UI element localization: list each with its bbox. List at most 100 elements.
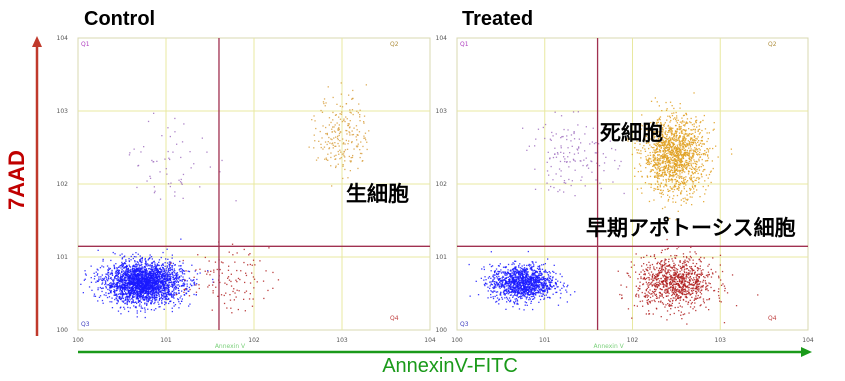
data-point bbox=[685, 300, 687, 303]
data-point bbox=[179, 297, 181, 299]
data-point bbox=[641, 265, 643, 267]
data-point bbox=[669, 313, 671, 316]
data-point bbox=[107, 288, 109, 291]
data-point bbox=[678, 264, 680, 266]
data-point bbox=[123, 306, 125, 308]
data-point bbox=[347, 124, 349, 127]
data-point bbox=[137, 301, 140, 303]
data-point bbox=[88, 286, 91, 288]
data-point bbox=[113, 282, 115, 284]
data-point bbox=[165, 283, 167, 285]
data-point bbox=[530, 285, 532, 287]
data-point bbox=[116, 279, 118, 281]
data-point bbox=[704, 280, 706, 282]
data-point bbox=[681, 318, 683, 320]
data-point bbox=[717, 291, 720, 293]
data-point bbox=[338, 129, 340, 131]
data-point bbox=[519, 277, 521, 279]
data-point bbox=[540, 281, 542, 283]
data-point bbox=[158, 294, 160, 296]
data-point bbox=[155, 308, 157, 310]
data-point bbox=[674, 257, 677, 259]
data-point bbox=[129, 286, 131, 288]
data-point bbox=[124, 288, 126, 290]
data-point bbox=[503, 293, 505, 295]
data-point bbox=[160, 271, 162, 273]
data-point bbox=[181, 270, 183, 272]
data-point bbox=[121, 293, 123, 295]
data-point bbox=[127, 295, 129, 298]
data-point bbox=[527, 275, 530, 277]
data-point bbox=[84, 273, 87, 275]
data-point bbox=[540, 285, 542, 287]
data-point bbox=[152, 283, 154, 285]
data-point bbox=[534, 287, 536, 289]
data-point bbox=[152, 296, 154, 298]
data-point bbox=[530, 291, 532, 293]
data-point bbox=[488, 276, 491, 278]
data-point bbox=[339, 113, 341, 115]
data-point bbox=[166, 265, 168, 267]
data-point bbox=[685, 263, 687, 266]
data-point bbox=[667, 247, 669, 250]
data-point bbox=[551, 285, 553, 288]
data-point bbox=[119, 290, 121, 292]
data-point bbox=[535, 277, 538, 279]
data-point bbox=[145, 263, 147, 265]
data-point bbox=[183, 283, 185, 285]
data-point bbox=[341, 106, 344, 108]
data-point bbox=[690, 303, 692, 305]
data-point bbox=[507, 287, 509, 289]
data-point bbox=[152, 266, 154, 268]
data-point bbox=[151, 262, 153, 264]
data-point bbox=[139, 286, 142, 288]
data-point bbox=[529, 278, 531, 280]
data-point bbox=[164, 269, 166, 272]
data-point bbox=[142, 284, 144, 286]
data-point bbox=[328, 124, 330, 126]
data-point bbox=[662, 303, 665, 305]
data-point bbox=[685, 273, 687, 275]
data-point bbox=[135, 273, 137, 275]
data-point bbox=[179, 268, 181, 270]
data-point bbox=[359, 120, 361, 122]
data-point bbox=[552, 270, 554, 273]
data-point bbox=[661, 267, 663, 269]
data-point bbox=[174, 270, 176, 272]
data-point bbox=[196, 283, 198, 285]
data-point bbox=[364, 137, 366, 139]
data-point bbox=[130, 292, 133, 294]
data-point bbox=[117, 299, 119, 301]
data-point bbox=[163, 293, 165, 295]
data-point bbox=[150, 271, 152, 273]
data-point bbox=[339, 140, 341, 142]
data-point bbox=[516, 278, 518, 280]
data-point bbox=[138, 280, 140, 282]
data-point bbox=[508, 273, 510, 275]
data-point bbox=[484, 284, 486, 287]
data-point bbox=[133, 148, 135, 150]
data-point bbox=[505, 266, 507, 269]
data-point bbox=[132, 253, 134, 256]
data-point bbox=[171, 265, 173, 267]
data-point bbox=[135, 279, 137, 281]
data-point bbox=[183, 273, 186, 275]
data-point bbox=[181, 183, 183, 185]
data-point bbox=[122, 274, 125, 277]
data-point bbox=[133, 289, 135, 292]
data-point bbox=[123, 293, 125, 296]
data-point bbox=[338, 116, 340, 118]
data-point bbox=[500, 269, 502, 271]
data-point bbox=[160, 276, 162, 278]
data-point bbox=[677, 283, 679, 285]
data-point bbox=[121, 265, 123, 268]
data-point bbox=[160, 270, 162, 273]
data-point bbox=[116, 282, 118, 284]
data-point bbox=[154, 280, 156, 282]
data-point bbox=[207, 271, 209, 273]
data-point bbox=[132, 289, 134, 292]
data-point bbox=[164, 296, 166, 298]
data-point bbox=[531, 284, 534, 286]
data-point bbox=[161, 281, 163, 283]
data-point bbox=[523, 293, 525, 295]
